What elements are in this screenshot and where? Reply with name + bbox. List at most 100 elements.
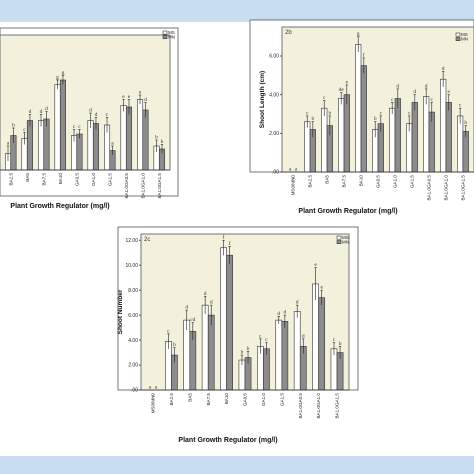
significance-letter: a [289,167,292,173]
category-label: BA10 [224,393,229,405]
category-label: GA0.5 [243,393,248,406]
bar-mn-6 [394,98,401,173]
x-axis-title: Plant Growth Regulator (mg/l) [298,208,397,215]
y-tick-label: 12.00 [125,238,138,244]
bar-mn-10 [462,131,469,173]
legend-swatch-mn [162,35,168,40]
significance-letter: c [23,127,26,133]
significance-letter: c [408,110,411,116]
bar-mn-7 [125,106,133,171]
legend-label-mn: MN [168,35,175,40]
bar-ms-3 [54,84,61,171]
significance-letter: c [78,124,81,130]
bar-mn-4 [226,254,233,391]
category-label: BA5 [325,175,330,184]
significance-letter: d [210,300,213,306]
y-tick-label: .00 [131,388,138,394]
significance-letter: d [277,311,280,317]
legend-label-ms: MS [342,235,349,240]
significance-letter: d [296,300,299,306]
significance-letter: e [320,285,323,291]
significance-letter: b [328,110,331,116]
significance-letter: d [89,108,92,114]
bar-mn-8 [142,109,149,171]
category-label: BA10 [58,173,63,185]
bar-mn-3 [59,79,66,171]
y-tick-label: .00 [272,170,279,176]
significance-letter: d [283,310,286,316]
category-label: GA1.5 [107,173,112,186]
category-label: BA7.5 [342,175,347,188]
significance-letter: b [464,120,467,126]
significance-letter: d [396,83,399,89]
y-tick-label: 8.00 [128,288,138,294]
bar-ms-3 [201,304,209,391]
significance-letter: e [346,80,349,86]
legend-swatch-ms [162,30,168,35]
category-label: GA0.5 [376,175,381,188]
category-label: BA2.5 [8,173,13,186]
significance-letter: a [295,167,298,173]
bar-mn-2 [43,118,50,171]
significance-letter: c [380,110,383,116]
significance-letter: de [339,87,345,93]
legend-label-mn: MN [342,240,349,245]
legend-swatch-mn [455,37,461,42]
bar-ms-7 [120,105,127,171]
x-axis-title: Plant Growth Regulator (mg/l) [178,437,277,444]
bar-ms-2 [183,319,191,391]
significance-letter: c [431,97,434,103]
significance-letter: d [29,109,32,115]
category-label: BA1.0GA1.0 [140,173,145,199]
significance-letter: cd [190,317,195,323]
significance-letter: b [173,342,176,348]
bar-ms-4 [355,44,362,173]
significance-letter: d [413,89,416,95]
y-tick-label: 10.00 [125,263,138,269]
bar-mn-3 [207,314,215,391]
bar-mn-4 [76,133,83,171]
y-tick-label: 2.00 [269,131,279,137]
category-label: BA10 [359,175,364,187]
legend-label-ms: MS [461,32,468,37]
significance-letter: c [73,124,76,130]
significance-letter: b [247,346,250,352]
bar-mn-5 [92,123,99,171]
category-label: GA1.0 [393,175,398,188]
significance-letter: d [302,333,305,339]
significance-letter: b [161,139,164,145]
bar-ms-8 [293,311,301,391]
category-label: GA1.0 [261,393,266,406]
bar-mn-9 [318,297,326,391]
significance-letter: a [155,385,158,391]
bar-ms-2 [321,107,328,173]
legend-swatch-ms [336,235,342,240]
category-label: BA2.5 [308,175,313,188]
significance-letter: f [229,240,231,247]
y-axis-title: Shoot Length (cm) [259,71,266,128]
significance-letter: b [12,123,15,129]
significance-letter: c [459,103,462,109]
significance-letter: d [425,83,428,89]
significance-letter: c [333,337,336,343]
significance-letter: a [149,385,152,391]
x-axis-title: Plant Growth Regulator (mg/l) [10,203,109,210]
bar-ms-4 [220,247,227,391]
significance-letter: e [448,89,451,95]
significance-letter: e [128,94,131,100]
bar-mn-2 [189,331,197,391]
significance-letter: b [155,135,158,141]
significance-letter: b [311,116,314,122]
significance-letter: c [323,95,326,101]
significance-letter: b [374,116,377,122]
significance-letter: c [391,97,394,103]
significance-letter: f [223,234,225,241]
legend-label-ms: MS [168,30,175,35]
significance-letter: d [95,112,98,118]
category-label: BA1.0GA1.0 [316,393,321,419]
legend-swatch-ms [455,32,461,37]
panel-tag: 2b [285,30,292,36]
bar-ms-6 [389,107,396,173]
bar-mn-4 [360,65,367,173]
